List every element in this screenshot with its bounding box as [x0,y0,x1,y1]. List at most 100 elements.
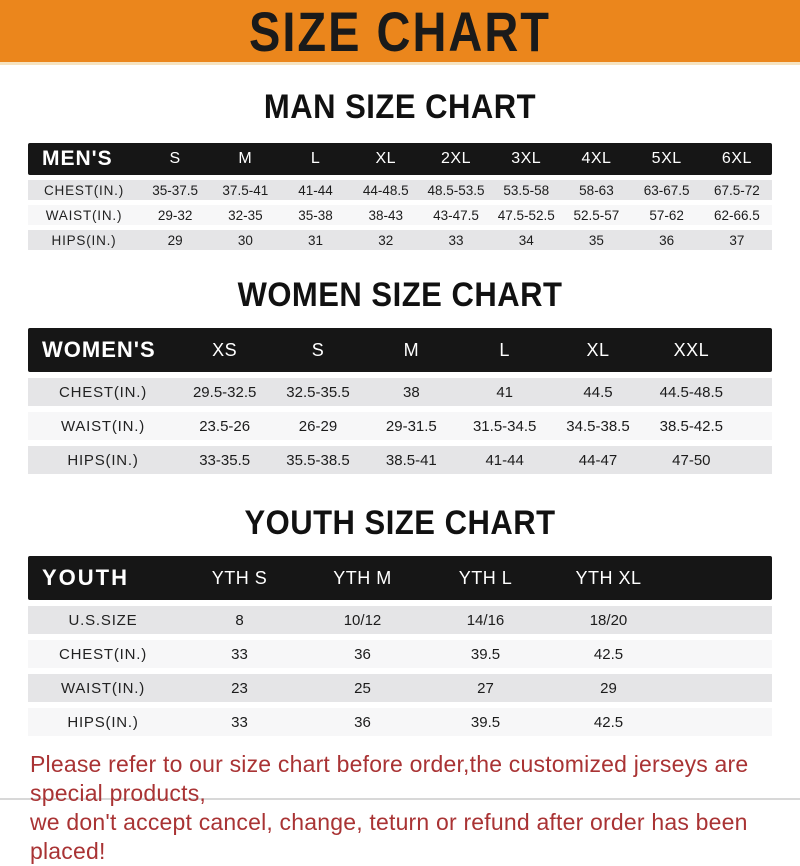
cell: 35 [588,232,604,248]
cell: 34.5-38.5 [566,417,630,435]
cell: 62-66.5 [713,207,760,223]
cell: 58-63 [579,182,614,198]
size-column-header: L [499,339,510,360]
table-row-waist: WAIST(IN.) 23.5-26 26-29 29-31.5 31.5-34… [28,412,772,440]
cell: 29 [167,232,183,248]
row-label: HIPS(IN.) [51,232,117,248]
cell: 29-31.5 [385,417,437,435]
row-label: HIPS(IN.) [67,451,139,469]
size-column-header: 6XL [721,150,752,167]
cell: 41-44 [485,451,524,469]
cell: 44.5-48.5 [659,383,724,401]
page-title: SIZE CHART [249,0,551,63]
row-label: WAIST(IN.) [60,417,146,435]
cell: 39.5 [470,713,501,731]
size-column-header: XS [212,339,238,360]
cell: 31.5-34.5 [472,417,537,435]
table-row-hips: HIPS(IN.) 33-35.5 35.5-38.5 38.5-41 41-4… [28,446,772,474]
table-row-chest: CHEST(IN.) 33 36 39.5 42.5 [28,640,772,668]
women-table-header-row: WOMEN'S XS S M L XL XXL [28,328,772,372]
cell: 36 [354,645,371,663]
table-row-us-size: U.S.SIZE 8 10/12 14/16 18/20 [28,606,772,634]
cell: 37 [729,232,745,248]
row-label: CHEST(IN.) [44,182,124,198]
size-column-header: 2XL [441,150,471,167]
size-column-header: XL [586,339,610,360]
size-column-header: YTH L [458,567,513,588]
row-label: WAIST(IN.) [45,207,123,223]
size-column-header: YTH S [211,567,268,588]
table-row-hips: HIPS(IN.) 29 30 31 32 33 34 35 36 37 [28,230,772,250]
cell: 33-35.5 [199,451,251,469]
size-column-header: XL [375,150,397,167]
man-table-corner-label: MEN'S [42,147,113,170]
cell: 67.5-72 [713,182,760,198]
size-column-header: YTH M [333,567,392,588]
row-label: CHEST(IN.) [59,383,147,401]
man-section-title: MAN SIZE CHART [263,86,537,127]
man-size-table: MEN'S S M L XL 2XL 3XL 4XL 5XL 6XL CHEST… [28,143,772,250]
cell: 35-37.5 [152,182,198,198]
cell: 47.5-52.5 [497,207,555,223]
cell: 27 [477,679,494,697]
women-section-title: WOMEN SIZE CHART [237,274,563,315]
cell: 42.5 [593,713,624,731]
cell: 32 [378,232,394,248]
cell: 41 [496,383,513,401]
disclaimer-line-1: Please refer to our size chart before or… [30,751,749,806]
cell: 35-38 [298,207,333,223]
cell: 36 [354,713,371,731]
cell: 30 [237,232,253,248]
cell: 44-48.5 [362,182,409,198]
youth-table-header-row: YOUTH YTH S YTH M YTH L YTH XL [28,556,772,600]
row-label: CHEST(IN.) [59,645,147,663]
cell: 42.5 [593,645,624,663]
size-column-header: S [311,339,325,360]
women-size-table: WOMEN'S XS S M L XL XXL CHEST(IN.) 29.5-… [28,328,772,474]
row-label: U.S.SIZE [68,611,138,629]
cell: 53.5-58 [503,182,550,198]
cell: 38.5-41 [385,451,437,469]
table-row-chest: CHEST(IN.) 35-37.5 37.5-41 41-44 44-48.5… [28,180,772,200]
cell: 26-29 [298,417,338,435]
cell: 34 [518,232,534,248]
size-column-header: L [310,150,321,167]
women-table-corner-label: WOMEN'S [42,337,156,362]
youth-table-corner-label: YOUTH [42,565,129,590]
cell: 33 [231,713,248,731]
cell: 8 [235,611,244,629]
size-column-header: M [403,339,420,360]
row-label: WAIST(IN.) [60,679,146,697]
cell: 23.5-26 [199,417,251,435]
cell: 52.5-57 [573,207,620,223]
cell: 14/16 [466,611,505,629]
cell: 44-47 [578,451,618,469]
banner: SIZE CHART [0,0,800,65]
cell: 43-47.5 [433,207,479,223]
cell: 38 [402,383,420,401]
disclaimer-line-2: we don't accept cancel, change, teturn o… [30,808,748,864]
cell: 29.5-32.5 [192,383,257,401]
cell: 48.5-53.5 [427,182,485,198]
cell: 37.5-41 [222,182,269,198]
cell: 57-62 [649,207,684,223]
cell: 29 [600,679,617,697]
cell: 35.5-38.5 [286,451,350,469]
table-row-chest: CHEST(IN.) 29.5-32.5 32.5-35.5 38 41 44.… [28,378,772,406]
size-column-header: S [169,150,181,167]
cell: 25 [354,679,371,697]
cell: 29-32 [157,207,193,223]
size-column-header: 3XL [511,150,542,167]
cell: 32-35 [228,207,263,223]
cell: 38.5-42.5 [659,417,724,435]
cell: 23 [231,679,248,697]
cell: 31 [308,232,324,248]
cell: 38-43 [368,207,404,223]
cell: 63-67.5 [643,182,690,198]
size-column-header: XXL [673,339,710,360]
cell: 44.5 [583,383,613,401]
size-column-header: M [238,150,253,167]
cell: 47-50 [672,451,711,469]
size-column-header: 5XL [651,150,682,167]
